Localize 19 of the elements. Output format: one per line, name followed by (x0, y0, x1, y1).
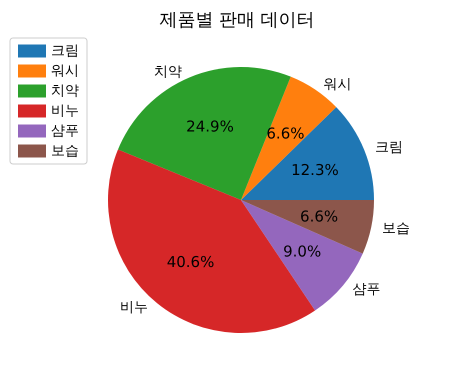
slice-label: 치약 (154, 64, 182, 80)
legend-label: 비누 (51, 103, 79, 119)
legend-label: 치약 (51, 83, 79, 99)
slice-label: 보습 (382, 220, 410, 237)
slice-label: 크림 (374, 140, 403, 156)
legend-label: 워시 (51, 63, 79, 79)
legend-label: 보습 (51, 143, 79, 159)
data-label: 40.6% (166, 252, 214, 271)
data-label: 9.0% (283, 242, 322, 260)
legend-label: 샴푸 (51, 123, 79, 139)
slice-label: 비누 (120, 300, 148, 316)
data-label: 6.6% (266, 124, 304, 143)
chart-title: 제품별 판매 데이터 (159, 10, 315, 30)
data-label: 12.3% (291, 160, 339, 179)
slice-label: 워시 (323, 76, 352, 93)
data-label: 24.9% (186, 117, 234, 136)
data-label: 6.6% (300, 207, 338, 226)
legend-label: 크림 (51, 43, 79, 59)
slice-label: 샴푸 (352, 281, 381, 298)
